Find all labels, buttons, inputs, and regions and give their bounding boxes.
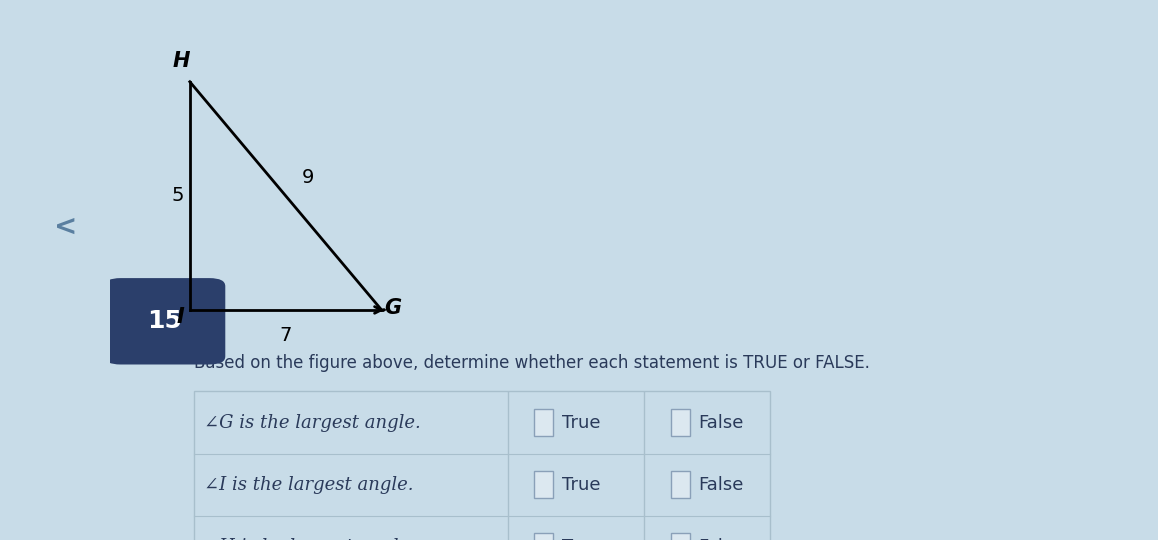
Text: True: True [562, 538, 600, 540]
Text: False: False [698, 538, 743, 540]
Text: True: True [562, 414, 600, 431]
Bar [670, 534, 689, 540]
FancyBboxPatch shape [104, 278, 226, 365]
Bar [670, 471, 689, 498]
Text: Based on the figure above, determine whether each statement is TRUE or FALSE.: Based on the figure above, determine whe… [193, 354, 870, 372]
Text: ∠I is the largest angle.: ∠I is the largest angle. [204, 476, 413, 494]
Bar [535, 471, 554, 498]
Bar [670, 409, 689, 436]
Text: False: False [698, 476, 743, 494]
Text: ∠G is the largest angle.: ∠G is the largest angle. [204, 414, 422, 431]
Text: ∠H is he largest angle.: ∠H is he largest angle. [204, 538, 416, 540]
Text: G: G [384, 298, 401, 318]
Text: False: False [698, 414, 743, 431]
Bar [535, 409, 554, 436]
Text: 7: 7 [279, 326, 292, 345]
Text: 15: 15 [147, 309, 183, 333]
Text: I: I [176, 307, 184, 327]
Bar [535, 534, 554, 540]
Text: True: True [562, 476, 600, 494]
Bar [193, 392, 770, 540]
Text: 5: 5 [171, 186, 184, 205]
Text: H: H [173, 51, 190, 71]
Text: <: < [54, 213, 78, 241]
Text: 9: 9 [301, 168, 314, 187]
